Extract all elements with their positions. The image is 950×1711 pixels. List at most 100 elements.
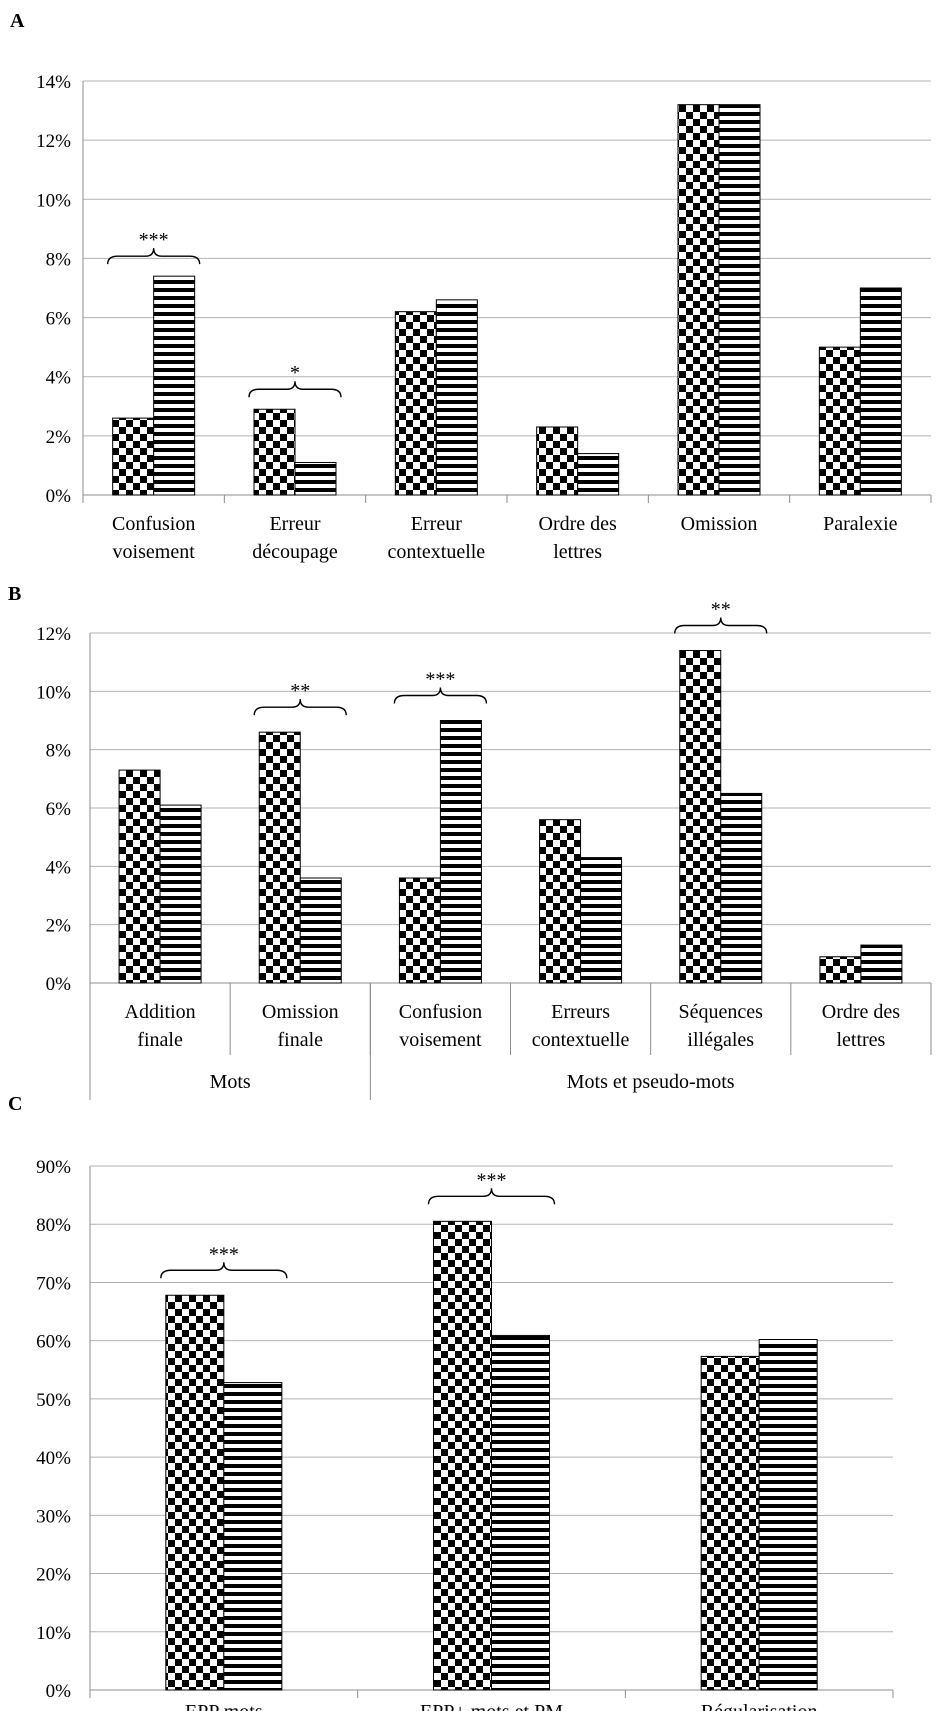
x-tick-label: finale — [137, 1029, 183, 1051]
x-tick-label: EPP+ mots et PM — [420, 1701, 563, 1711]
bar-stripes — [580, 857, 623, 984]
x-tick-label: Paralexie — [823, 513, 898, 535]
y-tick-label: 10% — [36, 1623, 71, 1644]
group-label: Mots — [210, 1071, 251, 1093]
bar-stripes — [491, 1334, 550, 1691]
bar-checker — [258, 731, 301, 984]
bar-checker — [165, 1294, 225, 1691]
y-tick-label: 20% — [36, 1565, 71, 1586]
y-tick-label: 0% — [46, 1681, 72, 1702]
bar-stripes — [439, 720, 482, 984]
bar-checker — [539, 819, 582, 984]
y-tick-label: 12% — [36, 624, 71, 645]
x-tick-label: Addition — [125, 1001, 196, 1023]
bar-checker — [398, 877, 441, 984]
x-tick-label: finale — [277, 1029, 323, 1051]
y-tick-label: 4% — [46, 368, 72, 389]
x-tick-label: Omission — [681, 513, 758, 535]
bar-checker — [536, 426, 579, 496]
significance-brace — [674, 617, 768, 634]
bar-stripes — [720, 792, 763, 984]
bar-stripes — [435, 299, 478, 496]
bar-checker — [394, 311, 437, 496]
bar-checker — [677, 104, 720, 496]
x-tick-label: voisement — [113, 541, 196, 563]
x-tick-label: Confusion — [399, 1001, 482, 1023]
y-tick-label: 12% — [36, 131, 71, 152]
x-tick-label: Confusion — [112, 513, 195, 535]
y-tick-label: 90% — [36, 1157, 71, 1178]
significance-label: * — [290, 362, 300, 384]
x-tick-label: Erreurs — [551, 1001, 610, 1023]
bar-checker — [118, 769, 161, 984]
significance-label: *** — [209, 1243, 239, 1265]
bar-stripes — [718, 104, 761, 496]
y-tick-label: 8% — [46, 249, 72, 270]
bar-checker — [818, 346, 861, 496]
x-tick-label: Ordre des — [539, 513, 618, 535]
bar-stripes — [153, 275, 196, 496]
bar-checker — [679, 650, 722, 984]
y-tick-label: 2% — [46, 427, 72, 448]
x-tick-label: lettres — [836, 1029, 885, 1051]
x-tick-label: contextuelle — [387, 541, 485, 563]
bar-stripes — [223, 1382, 283, 1691]
y-tick-label: 10% — [36, 190, 71, 211]
bar-stripes — [860, 944, 903, 984]
x-tick-label: EPP mots — [185, 1701, 263, 1711]
x-tick-label: Erreur — [411, 513, 462, 535]
chart-panel-a: 0% 2% 4% 6% 8% 10% 12% 14% Confusion voisement Err… — [36, 72, 932, 563]
bar-stripes — [758, 1339, 818, 1691]
panel-letter-c: C — [8, 1093, 22, 1115]
significance-brace — [253, 699, 347, 716]
x-tick-label: lettres — [553, 541, 602, 563]
bar-checker — [112, 417, 155, 496]
y-tick-label: 0% — [46, 974, 72, 995]
significance-label: *** — [425, 669, 455, 691]
x-tick-label: Omission — [262, 1001, 339, 1023]
y-tick-label: 40% — [36, 1448, 71, 1469]
bar-checker — [253, 408, 296, 496]
bar-stripes — [299, 877, 342, 984]
significance-label: *** — [139, 229, 169, 251]
bar-checker — [433, 1220, 492, 1691]
x-tick-label: Régularisation — [701, 1701, 818, 1711]
y-tick-label: 60% — [36, 1332, 71, 1353]
y-tick-label: 70% — [36, 1273, 71, 1294]
panel-letter-a: A — [10, 10, 25, 32]
y-tick-label: 30% — [36, 1506, 71, 1527]
y-tick-label: 10% — [36, 682, 71, 703]
x-tick-label: illégales — [687, 1029, 754, 1051]
bar-stripes — [294, 461, 337, 496]
x-tick-label: Ordre des — [822, 1001, 901, 1023]
panel-letter-b: B — [8, 583, 21, 605]
chart-panel-c: 0% 10% 20% 30% 40% 50% 60% 70% 80% 90% EPP mots EPP… — [36, 1157, 894, 1711]
y-tick-label: 0% — [46, 486, 72, 507]
x-tick-label: Séquences — [679, 1001, 764, 1023]
chart-panel-b: 0% 2% 4% 6% 8% 10% 12% Addition finale Omission fi… — [36, 599, 932, 1100]
y-tick-label: 4% — [46, 857, 72, 878]
y-tick-label: 6% — [46, 799, 72, 820]
bar-stripes — [859, 287, 902, 496]
significance-label: ** — [290, 680, 310, 702]
x-tick-label: Erreur — [269, 513, 320, 535]
y-tick-label: 50% — [36, 1390, 71, 1411]
y-tick-label: 14% — [36, 72, 71, 93]
y-tick-label: 6% — [46, 309, 72, 330]
y-tick-label: 80% — [36, 1215, 71, 1236]
y-tick-label: 8% — [46, 741, 72, 762]
x-tick-label: découpage — [252, 541, 338, 563]
y-tick-label: 2% — [46, 916, 72, 937]
bar-stripes — [159, 804, 202, 984]
group-label: Mots et pseudo-mots — [567, 1071, 735, 1093]
bar-checker — [819, 956, 862, 984]
significance-label: *** — [477, 1169, 507, 1191]
bar-checker — [700, 1355, 760, 1691]
significance-label: ** — [711, 599, 731, 621]
bar-stripes — [577, 453, 620, 496]
significance-brace — [393, 687, 488, 704]
x-tick-label: voisement — [399, 1029, 482, 1051]
significance-brace — [248, 381, 342, 398]
x-tick-label: contextuelle — [532, 1029, 630, 1051]
